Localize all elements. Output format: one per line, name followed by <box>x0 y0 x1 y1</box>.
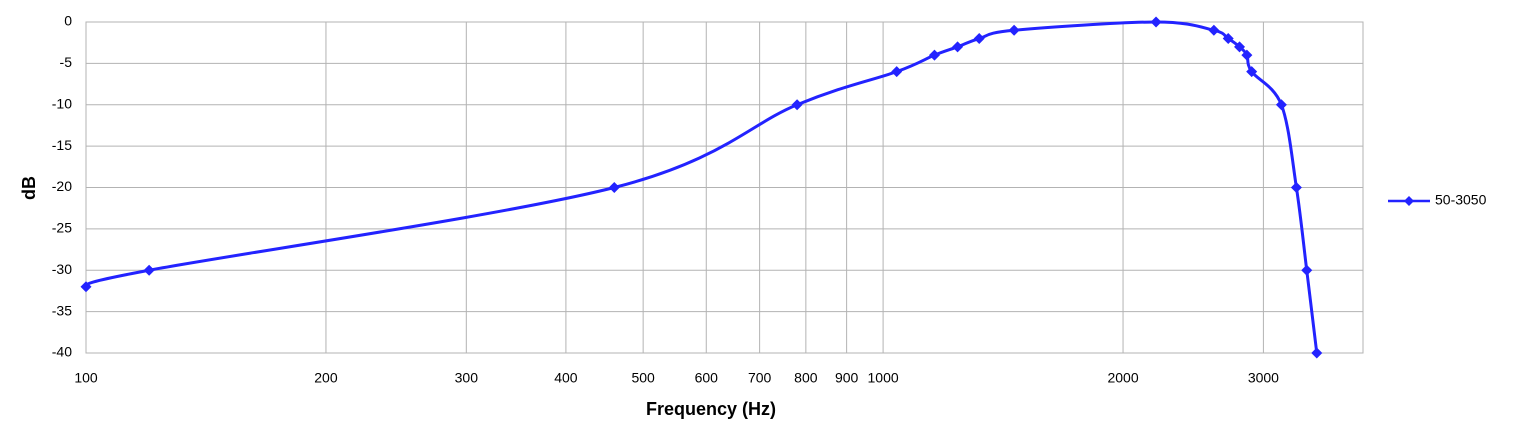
point-marker <box>80 281 92 293</box>
x-tick-label: 100 <box>74 370 98 386</box>
y-tick-label: -30 <box>52 261 72 277</box>
x-tick-label: 500 <box>631 370 655 386</box>
point-marker <box>1208 24 1220 36</box>
x-tick-label: 700 <box>748 370 772 386</box>
x-tick-label: 3000 <box>1248 370 1279 386</box>
point-marker <box>973 33 985 45</box>
point-marker <box>1311 347 1323 359</box>
x-tick-label: 800 <box>794 370 818 386</box>
y-tick-label: -20 <box>52 178 72 194</box>
point-marker <box>1008 24 1020 36</box>
point-marker <box>1246 66 1258 78</box>
point-marker <box>1290 182 1302 193</box>
y-tick-label: -40 <box>52 344 72 360</box>
point-marker <box>791 99 803 111</box>
y-tick-label: 0 <box>64 13 72 29</box>
y-axis-title: dB <box>19 176 39 200</box>
y-tick-label: -5 <box>60 54 73 70</box>
point-marker <box>1301 264 1313 276</box>
legend-label: 50-3050 <box>1435 192 1487 208</box>
y-tick-label: -10 <box>52 95 72 111</box>
x-tick-label: 300 <box>455 370 479 386</box>
x-tick-label: 600 <box>695 370 719 386</box>
x-tick-label: 400 <box>554 370 578 386</box>
point-marker <box>608 182 620 193</box>
x-tick-label: 2000 <box>1107 370 1138 386</box>
legend-marker <box>1404 196 1414 206</box>
y-tick-label: -15 <box>52 137 72 153</box>
point-marker <box>1150 16 1162 28</box>
x-tick-label: 1000 <box>868 370 899 386</box>
x-axis-title: Frequency (Hz) <box>646 399 776 419</box>
point-marker <box>1222 33 1234 45</box>
y-tick-label: -35 <box>52 302 72 318</box>
point-marker <box>891 66 903 78</box>
point-marker <box>1241 49 1253 61</box>
point-marker <box>143 264 155 276</box>
y-tick-label: -25 <box>52 220 72 236</box>
x-tick-label: 900 <box>835 370 859 386</box>
point-marker <box>928 49 940 61</box>
point-marker <box>952 41 964 53</box>
plot-border <box>85 21 1364 354</box>
point-marker <box>1234 41 1246 53</box>
point-marker <box>1275 99 1287 111</box>
x-tick-label: 200 <box>314 370 338 386</box>
